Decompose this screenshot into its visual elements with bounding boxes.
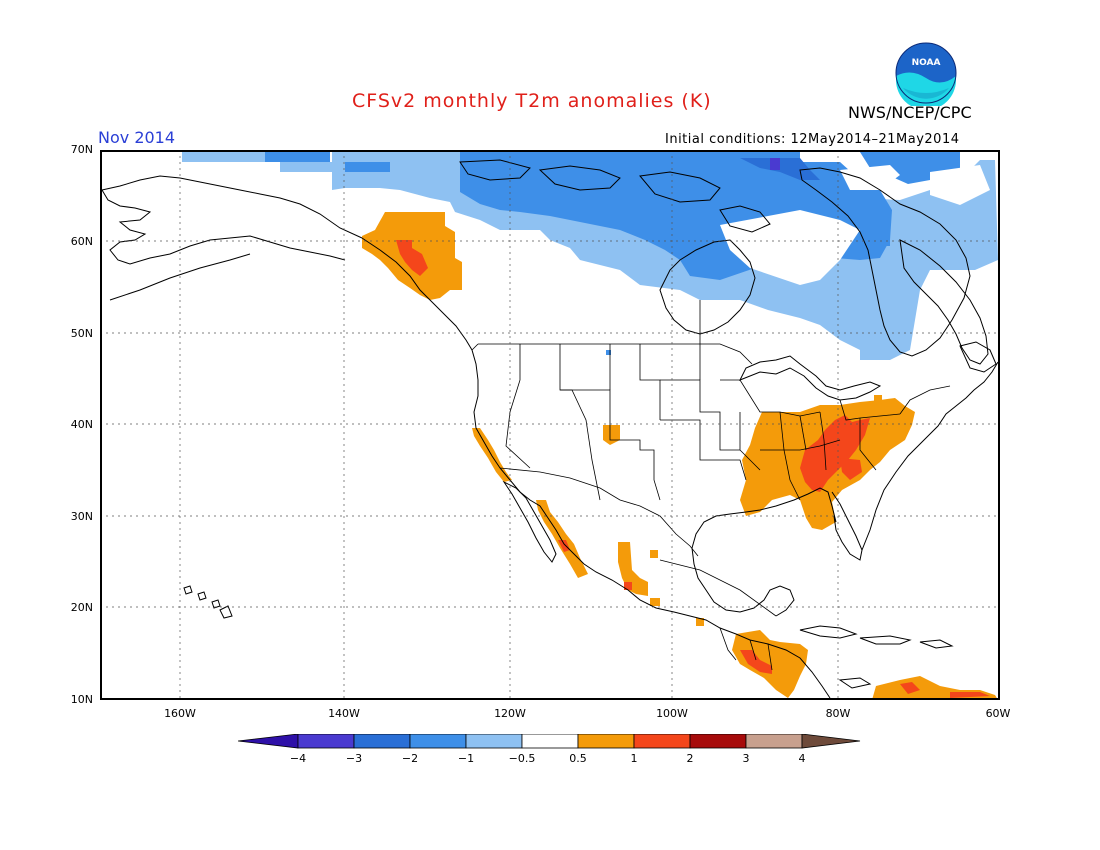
alaska-warm-anomaly xyxy=(362,212,462,300)
lon-label-120w: 120W xyxy=(494,707,526,720)
logo-text: NOAA xyxy=(912,58,941,68)
lat-label-40n: 40N xyxy=(70,418,93,431)
lat-label-30n: 30N xyxy=(70,510,93,523)
colorbar-label-2: −2 xyxy=(401,752,419,765)
colorbar-label-1: −3 xyxy=(345,752,363,765)
colorbar-label-8: 3 xyxy=(742,752,750,765)
colorbar-segment-4 xyxy=(465,734,523,749)
colorbar-segment-10 xyxy=(801,734,861,749)
central-america-warm-anomaly xyxy=(732,630,808,698)
lat-label-70n: 70N xyxy=(70,143,93,156)
colorbar-label-3: −1 xyxy=(457,752,475,765)
lon-label-140w: 140W xyxy=(328,707,360,720)
greenland-neutral xyxy=(720,165,990,285)
colorbar-segment-2 xyxy=(353,734,411,749)
colorbar xyxy=(238,734,861,749)
anomaly-map xyxy=(100,150,1000,700)
lat-label-60n: 60N xyxy=(70,235,93,248)
colorbar-label-7: 2 xyxy=(686,752,694,765)
colorbar-segment-0 xyxy=(238,734,299,749)
political-borders xyxy=(471,300,951,671)
colorbar-segment-7 xyxy=(633,734,691,749)
colorbar-label-0: −4 xyxy=(289,752,307,765)
lat-label-50n: 50N xyxy=(70,327,93,340)
colorbar-segment-8 xyxy=(689,734,747,749)
colorbar-label-6: 1 xyxy=(630,752,638,765)
month-label: Nov 2014 xyxy=(98,128,176,147)
cold-anomaly-dark-blue xyxy=(740,158,820,180)
coastlines xyxy=(101,159,999,699)
colorbar-label-4: −0.5 xyxy=(508,752,536,765)
lat-label-20n: 20N xyxy=(70,601,93,614)
map-frame xyxy=(100,150,1000,700)
agency-label: NWS/NCEP/CPC xyxy=(848,103,972,122)
lon-label-160w: 160W xyxy=(164,707,196,720)
montana-cold-speck xyxy=(606,350,611,355)
map-title: CFSv2 monthly T2m anomalies (K) xyxy=(352,90,712,112)
colorbar-segment-6 xyxy=(577,734,635,749)
lon-label-80w: 80W xyxy=(825,707,851,720)
logo: NOAA xyxy=(893,40,959,110)
colorbar-segment-9 xyxy=(745,734,803,749)
colorbar-label-9: 4 xyxy=(798,752,806,765)
colorbar-segment-1 xyxy=(297,734,355,749)
colorbar-label-5: 0.5 xyxy=(569,752,587,765)
graticule xyxy=(100,150,1000,700)
colorbar-segment-3 xyxy=(409,734,467,749)
lon-label-100w: 100W xyxy=(656,707,688,720)
initial-conditions-label: Initial conditions: 12May2014–21May2014 xyxy=(665,132,960,147)
colorbar-segment-5 xyxy=(521,734,579,749)
caribbean-warm-anomaly xyxy=(872,676,998,700)
lat-label-10n: 10N xyxy=(70,693,93,706)
lon-label-60w: 60W xyxy=(985,707,1011,720)
